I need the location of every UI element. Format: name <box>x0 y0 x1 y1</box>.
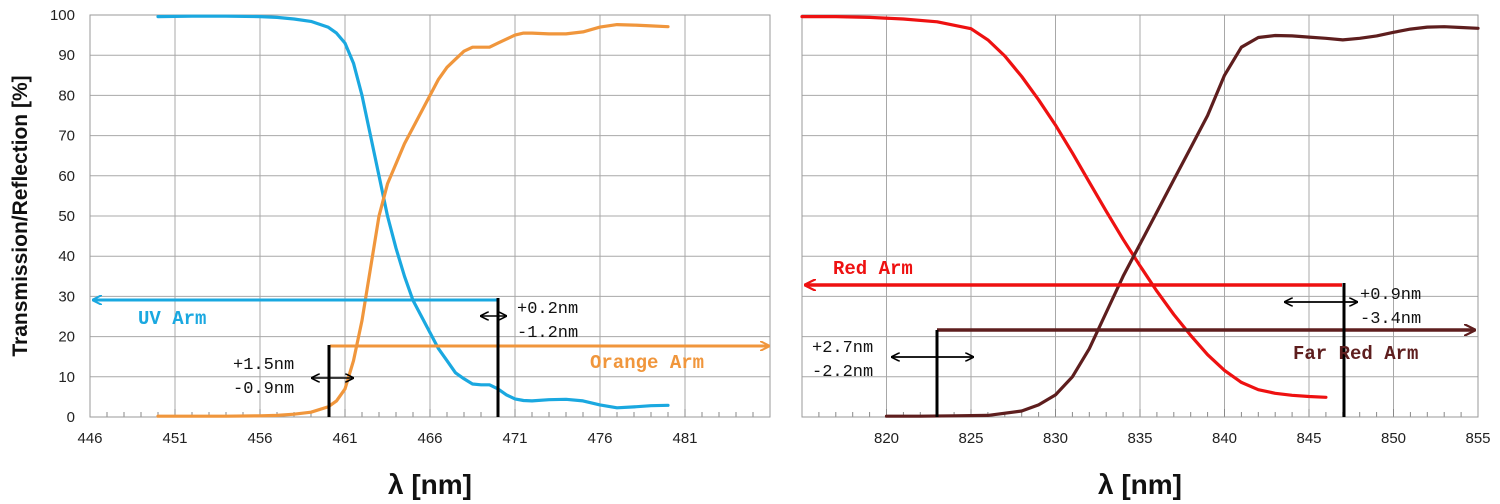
series-line-orange-arm <box>156 23 670 418</box>
left-chart: 446 451 456 461 466 471 476 481 0 10 20 30 40 50 60 70 8… <box>9 7 771 500</box>
left-x-tick-label: 451 <box>162 430 187 447</box>
annotation-461-lower: -0.9nm <box>233 380 294 399</box>
right-chart: 820 825 830 835 840 845 850 855 Red Arm Far Red… <box>800 14 1491 500</box>
left-y-tick-label: 50 <box>58 208 75 225</box>
left-series <box>156 14 670 418</box>
left-y-tick-label: 0 <box>67 409 75 426</box>
annotation-823-upper: +2.7nm <box>812 339 873 358</box>
right-x-tick-label: 830 <box>1043 430 1068 447</box>
right-x-tick-label: 825 <box>958 430 983 447</box>
right-series <box>800 15 1480 418</box>
right-x-tick-label: 855 <box>1465 430 1490 447</box>
annotation-470-upper: +0.2nm <box>517 300 578 319</box>
left-x-tick-label: 471 <box>502 430 527 447</box>
left-x-tick-label: 446 <box>77 430 102 447</box>
right-x-axis-title: λ [nm] <box>1098 469 1182 500</box>
annotation-823-lower: -2.2nm <box>812 363 873 382</box>
left-x-tick-label: 466 <box>417 430 442 447</box>
left-plot-frame <box>89 14 771 418</box>
series-line-uv-arm <box>156 14 670 410</box>
left-x-tick-label: 481 <box>672 430 697 447</box>
right-x-tick-label: 840 <box>1212 430 1237 447</box>
left-x-axis-title: λ [nm] <box>388 469 472 500</box>
right-x-tick-label: 845 <box>1296 430 1321 447</box>
left-y-tick-label: 30 <box>58 288 75 305</box>
right-tick-labels: 820 825 830 835 840 845 850 855 <box>874 430 1491 447</box>
left-x-tick-label: 476 <box>587 430 612 447</box>
left-y-tick-label: 100 <box>50 7 75 24</box>
left-y-tick-label: 70 <box>58 128 75 145</box>
left-y-tick-label: 40 <box>58 248 75 265</box>
left-y-tick-label: 60 <box>58 168 75 185</box>
annotation-847-lower: -3.4nm <box>1360 310 1421 329</box>
left-x-tick-label: 461 <box>332 430 357 447</box>
annotation-847-upper: +0.9nm <box>1360 286 1421 305</box>
series-line-red-arm <box>800 15 1328 399</box>
left-y-tick-label: 90 <box>58 47 75 64</box>
annotation-461-upper: +1.5nm <box>233 356 294 375</box>
right-plot-frame <box>801 14 1479 418</box>
right-x-tick-label: 820 <box>874 430 899 447</box>
left-tick-labels: 446 451 456 461 466 471 476 481 0 10 20 30 40 50 60 70 8… <box>50 7 698 447</box>
left-y-tick-label: 80 <box>58 87 75 104</box>
red-arm-label: Red Arm <box>833 258 913 280</box>
far-red-arm-label: Far Red Arm <box>1293 343 1418 365</box>
left-y-tick-label: 10 <box>58 369 75 386</box>
uv-arm-label: UV Arm <box>138 308 206 330</box>
left-y-axis-title: Transmission/Reflection [%] <box>9 75 32 356</box>
right-x-tick-label: 850 <box>1381 430 1406 447</box>
right-x-tick-label: 835 <box>1127 430 1152 447</box>
left-x-tick-label: 456 <box>247 430 272 447</box>
left-y-tick-label: 20 <box>58 329 75 346</box>
series-line-far-red-arm <box>884 25 1480 418</box>
orange-arm-label: Orange Arm <box>590 352 704 374</box>
annotation-470-lower: -1.2nm <box>517 324 578 343</box>
